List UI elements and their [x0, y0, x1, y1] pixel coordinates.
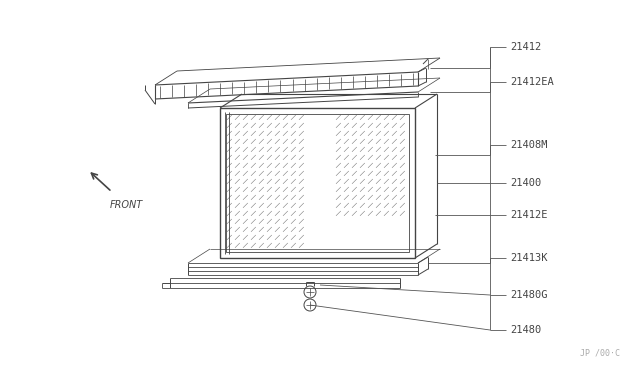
Text: 21412EA: 21412EA — [510, 77, 554, 87]
Text: 21400: 21400 — [510, 178, 541, 188]
Text: 21413K: 21413K — [510, 253, 547, 263]
Text: FRONT: FRONT — [110, 200, 143, 210]
Text: 21412E: 21412E — [510, 210, 547, 220]
Text: 21408M: 21408M — [510, 140, 547, 150]
Text: 21480: 21480 — [510, 325, 541, 335]
Text: 21412: 21412 — [510, 42, 541, 52]
Text: JP /00·C: JP /00·C — [580, 349, 620, 358]
Text: 21480G: 21480G — [510, 290, 547, 300]
